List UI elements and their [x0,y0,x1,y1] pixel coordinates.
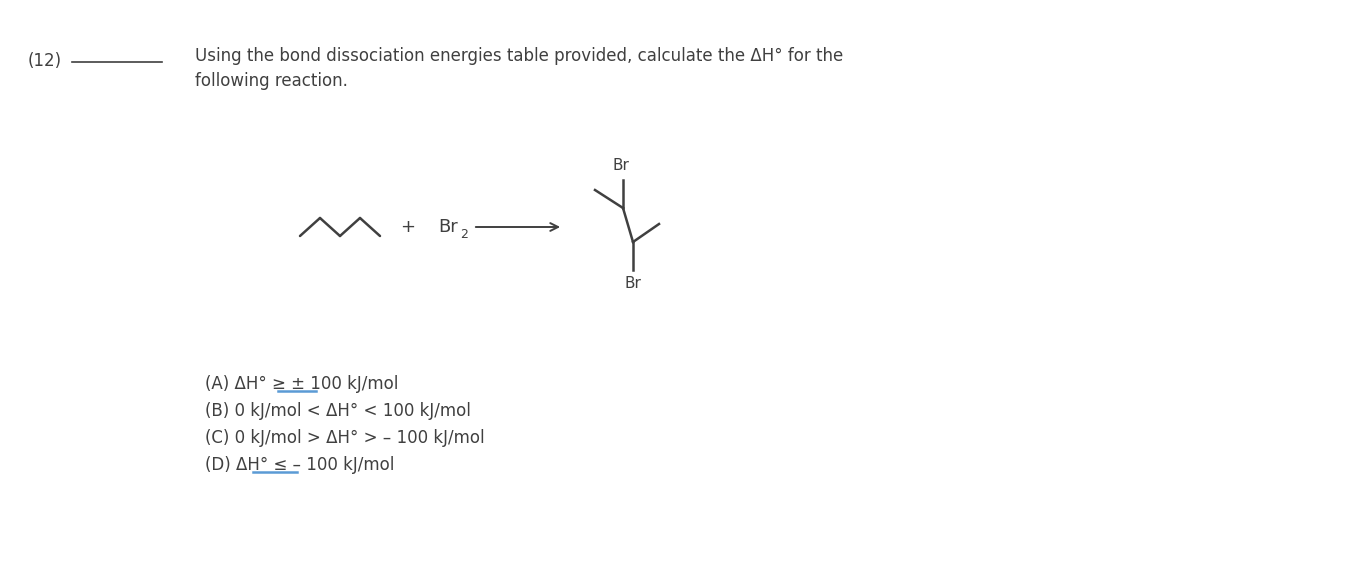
Text: following reaction.: following reaction. [195,72,348,90]
Text: Using the bond dissociation energies table provided, calculate the ΔH° for the: Using the bond dissociation energies tab… [195,47,843,65]
Text: (A) ΔH° ≥ ± 100 kJ/mol: (A) ΔH° ≥ ± 100 kJ/mol [205,375,399,393]
Text: (B) 0 kJ/mol < ΔH° < 100 kJ/mol: (B) 0 kJ/mol < ΔH° < 100 kJ/mol [205,402,471,420]
Text: (C) 0 kJ/mol > ΔH° > – 100 kJ/mol: (C) 0 kJ/mol > ΔH° > – 100 kJ/mol [205,429,485,447]
Text: +: + [400,218,415,236]
Text: (12): (12) [27,52,61,70]
Text: Br: Br [624,276,642,292]
Text: (D) ΔH° ≤ – 100 kJ/mol: (D) ΔH° ≤ – 100 kJ/mol [205,456,395,474]
Text: Br: Br [438,218,458,236]
Text: 2: 2 [460,228,469,240]
Text: Br: Br [612,158,630,173]
